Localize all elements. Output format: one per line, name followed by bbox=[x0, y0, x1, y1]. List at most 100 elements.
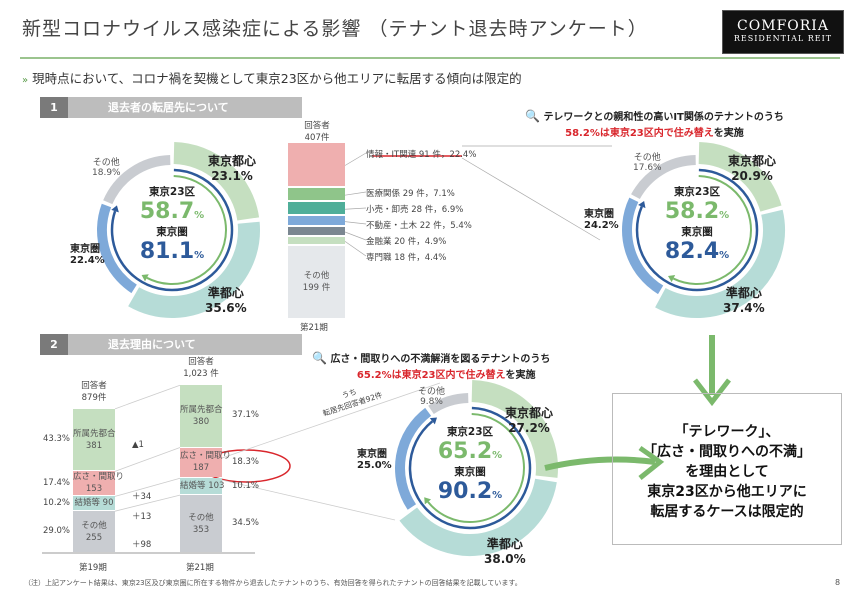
reason-diff: ＋13 bbox=[132, 511, 152, 522]
donut1-arrowhead-area-icon bbox=[111, 205, 119, 213]
donut1-center-text: 東京23区 58.7% 東京圏 81.1% bbox=[139, 186, 205, 264]
page-number: 8 bbox=[835, 578, 841, 587]
magnifier-chart-icon: 🔍 bbox=[525, 109, 540, 123]
donut2-metro: 東京圏 24.2% bbox=[584, 209, 619, 231]
industry-segment bbox=[288, 227, 345, 235]
industry-label: 専門職 18 件，4.4% bbox=[366, 253, 447, 263]
reason-segment: 所属先都合 381 bbox=[73, 408, 116, 471]
industry-label: 金融業 20 件，4.9% bbox=[366, 237, 447, 247]
donut2-segment-other bbox=[631, 155, 696, 200]
donut3-semi: 準都心 38.0% bbox=[484, 537, 526, 566]
donut1-segment-other bbox=[103, 155, 171, 205]
donut2-center: 東京都心 20.9% bbox=[728, 154, 777, 183]
industry-segment bbox=[288, 187, 345, 201]
reason-pct: 34.5% bbox=[232, 518, 260, 529]
reasons-connector-line bbox=[114, 477, 181, 497]
industry-leader-line bbox=[344, 191, 367, 196]
industry-respondents: 回答者 407件 bbox=[304, 121, 330, 143]
industry-segment bbox=[288, 143, 345, 186]
industry-leader-line bbox=[344, 207, 367, 210]
footnote: （注）上記アンケート結果は、東京23区及び東京圏に所在する物件から退去したテナン… bbox=[24, 579, 522, 587]
space-connector-line bbox=[221, 479, 396, 521]
reason-segment: その他 255 bbox=[73, 511, 115, 552]
reason-segment: 広さ・間取り 153 bbox=[73, 471, 125, 496]
industry-segment bbox=[288, 202, 345, 215]
space-callout: 🔍 広さ・間取りへの不満解消を図るテナントのうち 65.2%は東京23区内で住み… bbox=[312, 351, 551, 381]
reason-pct: 17.4% bbox=[43, 477, 71, 488]
industry-period: 第21期 bbox=[300, 323, 328, 333]
right-arrow-icon bbox=[544, 456, 656, 471]
donut3-center-text: 東京23区 65.2% 東京圏 90.2% bbox=[437, 426, 503, 504]
section-2-header: 2 退去理由について bbox=[40, 334, 302, 355]
reasons-connector-line bbox=[114, 494, 181, 512]
industry-leader-line bbox=[344, 231, 367, 241]
donut1-semi: 準都心 35.6% bbox=[205, 286, 247, 315]
donut1-center: 東京都心 23.1% bbox=[208, 154, 257, 183]
right-arrowhead-icon bbox=[638, 445, 665, 480]
donut1-arc-ward bbox=[146, 175, 227, 285]
reason-diff: ＋98 bbox=[132, 540, 152, 551]
donut3-segment-semi bbox=[399, 478, 557, 556]
reason-pct: 10.1% bbox=[232, 480, 260, 491]
reason-segment: 結婚等 103 bbox=[180, 478, 224, 495]
reason-segment: 広さ・間取り 187 bbox=[180, 447, 231, 478]
reasons-connector-line bbox=[114, 447, 181, 472]
respondents-label: 回答者 879件 bbox=[81, 380, 107, 403]
industry-label: 医療関係 29 件，7.1% bbox=[366, 189, 455, 199]
page-title: 新型コロナウイルス感染症による影響 （テナント退去時アンケート） bbox=[22, 18, 648, 40]
donut2-semi: 準都心 37.4% bbox=[723, 286, 765, 315]
donut2-arrowhead-ward-icon bbox=[667, 274, 676, 283]
reason-pct: 43.3% bbox=[43, 434, 71, 445]
industry-segment bbox=[288, 236, 345, 244]
donut3-segment-center bbox=[471, 380, 558, 478]
reason-segment: その他 353 bbox=[180, 495, 222, 552]
donut3-arrowhead-ward-icon bbox=[424, 497, 432, 505]
industry-segment-other: その他 199 件 bbox=[288, 245, 345, 318]
reason-segment: 結婚等 90 bbox=[73, 496, 115, 511]
reason-pct: 37.1% bbox=[232, 410, 260, 421]
industry-leader-line bbox=[344, 221, 367, 225]
reason-diff: ▲1 bbox=[132, 440, 144, 451]
donut1-other: その他 18.9% bbox=[92, 158, 121, 178]
industry-leader-line bbox=[344, 241, 367, 257]
donut1-metro: 東京圏 22.4% bbox=[70, 244, 105, 266]
it-connector-line bbox=[461, 157, 601, 241]
donut3-arc-area bbox=[408, 406, 532, 530]
industry-label: 情報・IT関連 91 件，22.4% bbox=[366, 150, 477, 160]
reason-pct: 29.0% bbox=[43, 526, 71, 537]
industry-label: 小売・卸売 28 件，6.9% bbox=[366, 205, 464, 215]
lead-text: » 現時点において、コロナ禍を契機として東京23区から他エリアに転居する傾向は限定… bbox=[22, 71, 522, 86]
donut3-center: 東京都心 27.2% bbox=[505, 406, 554, 435]
donut2-segment-center bbox=[698, 142, 782, 212]
donut2-segment-metro bbox=[622, 197, 664, 295]
industry-segment bbox=[288, 216, 345, 226]
reason-pct: 10.2% bbox=[43, 497, 71, 508]
header-divider bbox=[20, 57, 840, 59]
period-label: 第19期 bbox=[79, 563, 107, 573]
donut3-segment-other bbox=[428, 393, 469, 415]
reason-diff: ＋34 bbox=[132, 491, 152, 502]
industry-label: 不動産・土木 22 件，5.4% bbox=[366, 221, 472, 231]
chevron-icon: » bbox=[22, 75, 29, 86]
down-arrowhead-icon bbox=[693, 378, 731, 407]
donut3-arrowhead-area-icon bbox=[429, 417, 438, 425]
reasons-connector-line bbox=[114, 384, 181, 410]
industry-leader-line bbox=[344, 152, 367, 166]
donut2-arc-area bbox=[635, 168, 759, 292]
donut2-other: その他 17.6% bbox=[633, 153, 662, 173]
section-1-header: 1 退去者の転居先について bbox=[40, 97, 302, 118]
donut1-arc-area bbox=[110, 168, 234, 292]
donut1-segment-semi bbox=[128, 221, 260, 318]
donut1-segment-metro bbox=[97, 203, 137, 294]
logo: COMFORIA RESIDENTIAL REIT bbox=[722, 10, 844, 54]
donut3-arc-ward bbox=[427, 413, 525, 523]
donut2-segment-semi bbox=[655, 209, 785, 318]
period-label: 第21期 bbox=[186, 563, 214, 573]
reason-pct: 18.3% bbox=[232, 456, 260, 467]
donut3-other: その他 9.8% bbox=[418, 387, 446, 407]
donut3-segment-metro bbox=[395, 407, 432, 510]
donut1-segment-center bbox=[173, 142, 260, 221]
donut1-arrowhead-ward-icon bbox=[141, 274, 149, 282]
conclusion-box: 「テレワーク」、 「広さ・間取りへの不満」 を理由として 東京23区から他エリアに 転居… bbox=[612, 393, 842, 545]
